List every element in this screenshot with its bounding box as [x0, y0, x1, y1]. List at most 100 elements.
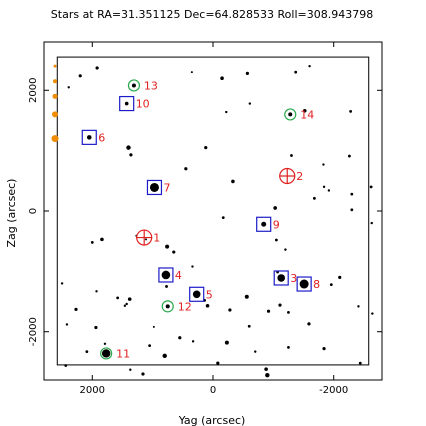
- y-tick-label: -2000: [28, 317, 39, 346]
- field-star: [162, 353, 167, 359]
- x-axis-label: Yag (arcsec): [178, 414, 246, 426]
- field-star: [284, 248, 287, 251]
- magnitude-scale: [51, 64, 59, 143]
- axis-ticks: -2000 0 2000 -2000 0 2000: [28, 42, 382, 396]
- field-star: [184, 167, 188, 171]
- field-star: [129, 368, 132, 371]
- field-star: [205, 303, 210, 308]
- field-star: [266, 309, 271, 313]
- field-star: [90, 240, 94, 244]
- mag-scale-dot: [53, 64, 57, 68]
- field-star: [231, 179, 235, 184]
- field-star: [145, 238, 148, 241]
- x-tick-label: 2000: [80, 385, 105, 396]
- star-id-label: 6: [98, 131, 105, 144]
- field-star: [371, 312, 374, 315]
- star-id-label: 12: [178, 300, 192, 313]
- field-star: [95, 290, 98, 293]
- star-id-label: 7: [163, 181, 170, 194]
- field-star: [329, 283, 333, 287]
- guide-star-box: [146, 179, 163, 196]
- field-star: [148, 344, 152, 347]
- star-id-label: 1: [153, 232, 160, 245]
- field-star: [294, 70, 298, 74]
- field-star: [165, 244, 170, 249]
- field-star: [287, 346, 290, 349]
- guide-star: [149, 182, 159, 192]
- field-star: [245, 71, 250, 75]
- guide-star-box: [189, 286, 205, 302]
- field-star: [338, 275, 342, 279]
- field-star: [308, 64, 311, 68]
- field-star: [172, 250, 176, 254]
- field-star: [265, 372, 270, 378]
- x-tick-label: 0: [210, 385, 216, 396]
- fid-lights: 12: [136, 167, 303, 246]
- field-star: [322, 185, 326, 189]
- field-star: [224, 340, 229, 345]
- field-star: [247, 324, 251, 328]
- field-star: [350, 208, 354, 212]
- field-star: [126, 145, 131, 150]
- field-star: [94, 325, 98, 330]
- field-star: [254, 350, 257, 353]
- star-id-label: 2: [296, 170, 303, 183]
- field-star: [141, 372, 145, 376]
- guide-star: [261, 221, 267, 227]
- field-star: [204, 146, 208, 150]
- guide-star-box: [256, 216, 272, 232]
- field-stars: [60, 64, 374, 378]
- field-star: [274, 238, 278, 242]
- field-star: [228, 308, 232, 312]
- field-star: [322, 163, 325, 166]
- field-star: [290, 154, 293, 157]
- guide-star-box: [296, 276, 312, 292]
- acq-star: [101, 349, 111, 358]
- field-star: [273, 206, 277, 210]
- guide-star-box: [81, 129, 97, 145]
- field-star: [369, 185, 373, 189]
- mag-scale-dot: [52, 111, 58, 118]
- field-star: [370, 221, 373, 225]
- field-star: [221, 216, 225, 220]
- field-star: [287, 311, 290, 314]
- field-star: [244, 294, 249, 299]
- field-star: [103, 342, 107, 345]
- guide-star-box: [158, 267, 174, 283]
- field-star: [220, 76, 224, 81]
- field-star: [178, 336, 182, 340]
- axes-frame: [43, 41, 383, 381]
- field-star: [357, 305, 360, 308]
- field-star: [125, 302, 128, 306]
- field-star: [95, 66, 99, 70]
- star-id-label: 14: [300, 108, 314, 121]
- field-star: [116, 296, 120, 300]
- y-tick-label: 0: [28, 208, 39, 214]
- y-axis-label: Zag (arcsec): [5, 179, 18, 248]
- chart-title: Stars at RA=31.351125 Dec=64.828533 Roll…: [51, 8, 373, 21]
- star-id-label: 3: [290, 272, 297, 285]
- field-star: [100, 237, 104, 242]
- field-star: [190, 71, 193, 74]
- guide-star: [161, 270, 171, 280]
- field-star: [327, 189, 331, 192]
- x-tick-label: -2000: [319, 385, 348, 396]
- field-star: [349, 110, 353, 113]
- acq-star: [165, 304, 170, 309]
- field-star: [350, 192, 354, 196]
- guide-star-box: [119, 95, 135, 112]
- field-star: [307, 322, 311, 326]
- guide-stars: 3 4 5 6 7 8 9 10: [81, 95, 320, 302]
- field-star: [191, 340, 195, 343]
- field-star: [152, 325, 155, 328]
- field-star: [78, 74, 82, 78]
- guide-star-box: [273, 270, 289, 286]
- mag-scale-dot: [53, 79, 57, 84]
- star-id-label: 8: [313, 278, 320, 291]
- star-id-label: 9: [273, 218, 280, 231]
- star-id-label: 4: [175, 269, 182, 282]
- y-tick-label: 2000: [28, 78, 39, 103]
- guide-star: [299, 279, 309, 289]
